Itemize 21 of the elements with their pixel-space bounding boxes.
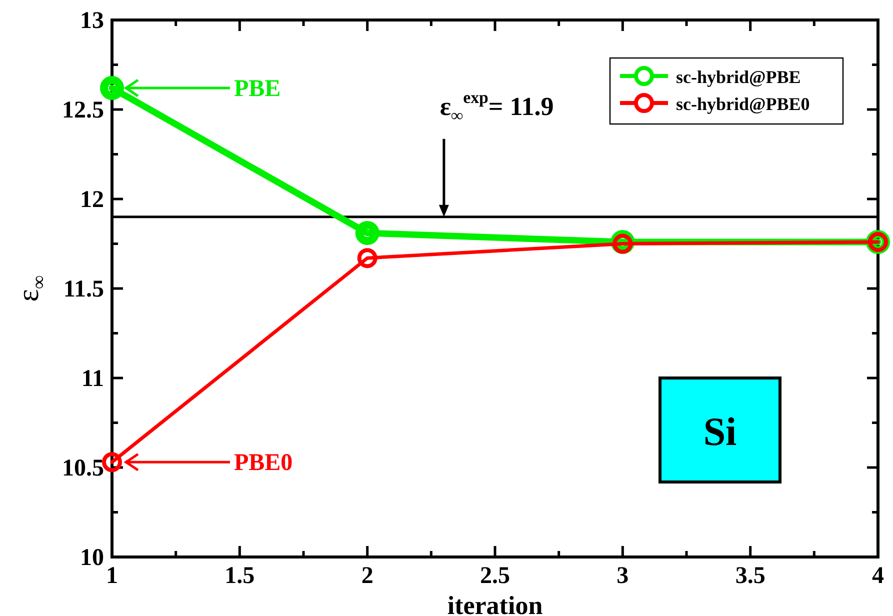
- annotation: ε$_{∞}$$^{exp}$= 11.9: [440, 88, 554, 125]
- y-tick-label: 11.5: [63, 276, 104, 302]
- x-tick-label: 2.5: [480, 563, 510, 589]
- x-tick-label: 3: [616, 563, 629, 589]
- x-axis-title: iteration: [447, 591, 544, 616]
- y-tick-label: 11: [81, 366, 104, 392]
- legend-label: sc-hybrid@PBE0: [676, 94, 810, 114]
- x-tick-label: 4: [872, 563, 884, 589]
- x-tick-label: 2: [361, 563, 374, 589]
- y-tick-label: 10.5: [62, 456, 104, 482]
- x-tick-label: 1.5: [224, 563, 255, 589]
- y-tick-label: 12: [80, 187, 104, 213]
- annotation: PBE: [234, 76, 281, 102]
- x-tick-label: 1: [106, 563, 118, 589]
- legend-label: sc-hybrid@PBE: [676, 67, 801, 87]
- y-tick-label: 10: [80, 545, 104, 571]
- x-tick-label: 3.5: [735, 563, 766, 589]
- annotation: Si: [703, 409, 737, 454]
- annotation: PBE0: [234, 450, 293, 476]
- y-tick-label: 12.5: [62, 98, 104, 124]
- y-tick-label: 13: [80, 8, 104, 34]
